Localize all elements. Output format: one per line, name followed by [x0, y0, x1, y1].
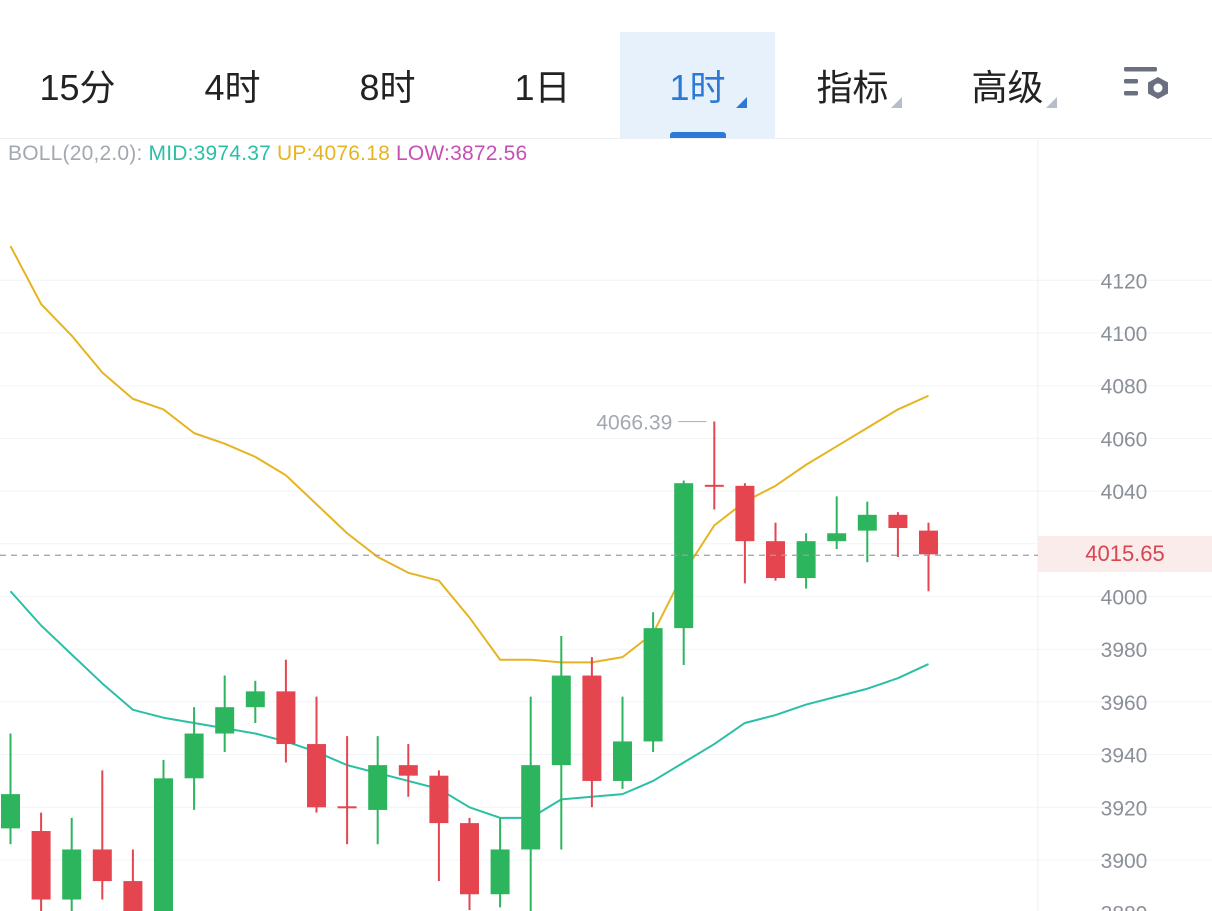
- boll-mid-line: [9, 590, 929, 819]
- tab-caret-icon: [736, 97, 747, 108]
- active-tab-indicator: [669, 132, 726, 138]
- timeframe-tab-bar: 15分 4时 8时 1日 1时 指标 高级: [0, 0, 1212, 139]
- tab-6[interactable]: 高级: [930, 32, 1085, 138]
- tab-label: 1时: [669, 67, 726, 108]
- candle-body: [398, 765, 418, 776]
- boll-label: BOLL(20,2.0):: [8, 142, 149, 165]
- candle-body: [62, 849, 82, 900]
- candle-body: [245, 691, 265, 708]
- candle-body: [429, 775, 449, 824]
- candle-body: [857, 514, 877, 531]
- candle-body: [307, 744, 326, 808]
- y-tick-label: 3900: [1101, 850, 1148, 873]
- tab-label: 1日: [514, 67, 571, 108]
- boll-low-value: LOW:3872.56: [396, 142, 528, 165]
- candle-body: [551, 675, 571, 766]
- candle-body: [490, 849, 510, 895]
- tab-label: 高级: [971, 67, 1044, 108]
- tab-caret-icon: [1046, 97, 1057, 108]
- y-tick-label: 3920: [1101, 797, 1148, 820]
- boll-indicator-legend: BOLL(20,2.0): MID:3974.37 UP:4076.18 LOW…: [8, 142, 527, 166]
- high-annotation-label: 4066.39: [596, 412, 672, 435]
- candle-body: [92, 849, 112, 882]
- last-price-label: 4015.65: [1038, 536, 1212, 572]
- boll-mid-value: MID:3974.37: [148, 142, 271, 165]
- tab-4[interactable]: 1时: [620, 32, 775, 138]
- candle-body: [1, 794, 20, 829]
- candle-body: [613, 741, 632, 781]
- y-tick-label: 4100: [1101, 323, 1148, 346]
- y-tick-label: 4120: [1101, 270, 1148, 293]
- candle-body: [919, 530, 938, 555]
- tab-label: 4时: [204, 67, 261, 108]
- candle-body: [888, 514, 908, 528]
- y-tick-label: 3940: [1101, 745, 1148, 768]
- y-tick-label: 4040: [1101, 481, 1148, 504]
- tab-1[interactable]: 4时: [155, 32, 310, 138]
- chart-settings-icon: [1124, 67, 1168, 99]
- candle-body: [368, 765, 388, 810]
- tab-3[interactable]: 1日: [465, 32, 620, 138]
- y-tick-label: 3960: [1101, 692, 1148, 715]
- tab-label: 8时: [359, 67, 416, 108]
- candle-body: [704, 484, 724, 487]
- candle-body: [31, 831, 51, 900]
- candle-body: [276, 691, 296, 745]
- candle-body: [154, 778, 173, 911]
- tab-caret-icon: [891, 97, 902, 108]
- candle-body: [460, 823, 479, 895]
- tab-2[interactable]: 8时: [310, 32, 465, 138]
- candle-body: [766, 541, 785, 579]
- candlestick-chart[interactable]: 4120410040804060404040204000398039603940…: [0, 139, 1212, 911]
- y-tick-label: 3880: [1101, 903, 1148, 911]
- chart-settings-button[interactable]: [1118, 60, 1178, 110]
- tab-0[interactable]: 15分: [0, 32, 155, 138]
- tab-label: 15分: [39, 67, 116, 108]
- candle-body: [215, 707, 235, 734]
- y-tick-label: 4000: [1101, 587, 1148, 610]
- tab-label: 指标: [816, 67, 889, 108]
- y-tick-label: 4060: [1101, 428, 1148, 451]
- candle-body: [796, 541, 816, 579]
- y-tick-label: 3980: [1101, 639, 1148, 662]
- candle-body: [643, 628, 663, 742]
- candle-body: [582, 675, 602, 781]
- candle-body: [184, 733, 204, 779]
- candle-body: [827, 533, 847, 542]
- candle-body: [521, 765, 541, 850]
- candle-body: [337, 806, 357, 809]
- boll-upper-line: [9, 245, 929, 664]
- y-tick-label: 4080: [1101, 376, 1148, 399]
- tab-5[interactable]: 指标: [775, 32, 930, 138]
- boll-up-value: UP:4076.18: [277, 142, 390, 165]
- candle-body: [735, 485, 755, 542]
- candle-body: [123, 881, 143, 911]
